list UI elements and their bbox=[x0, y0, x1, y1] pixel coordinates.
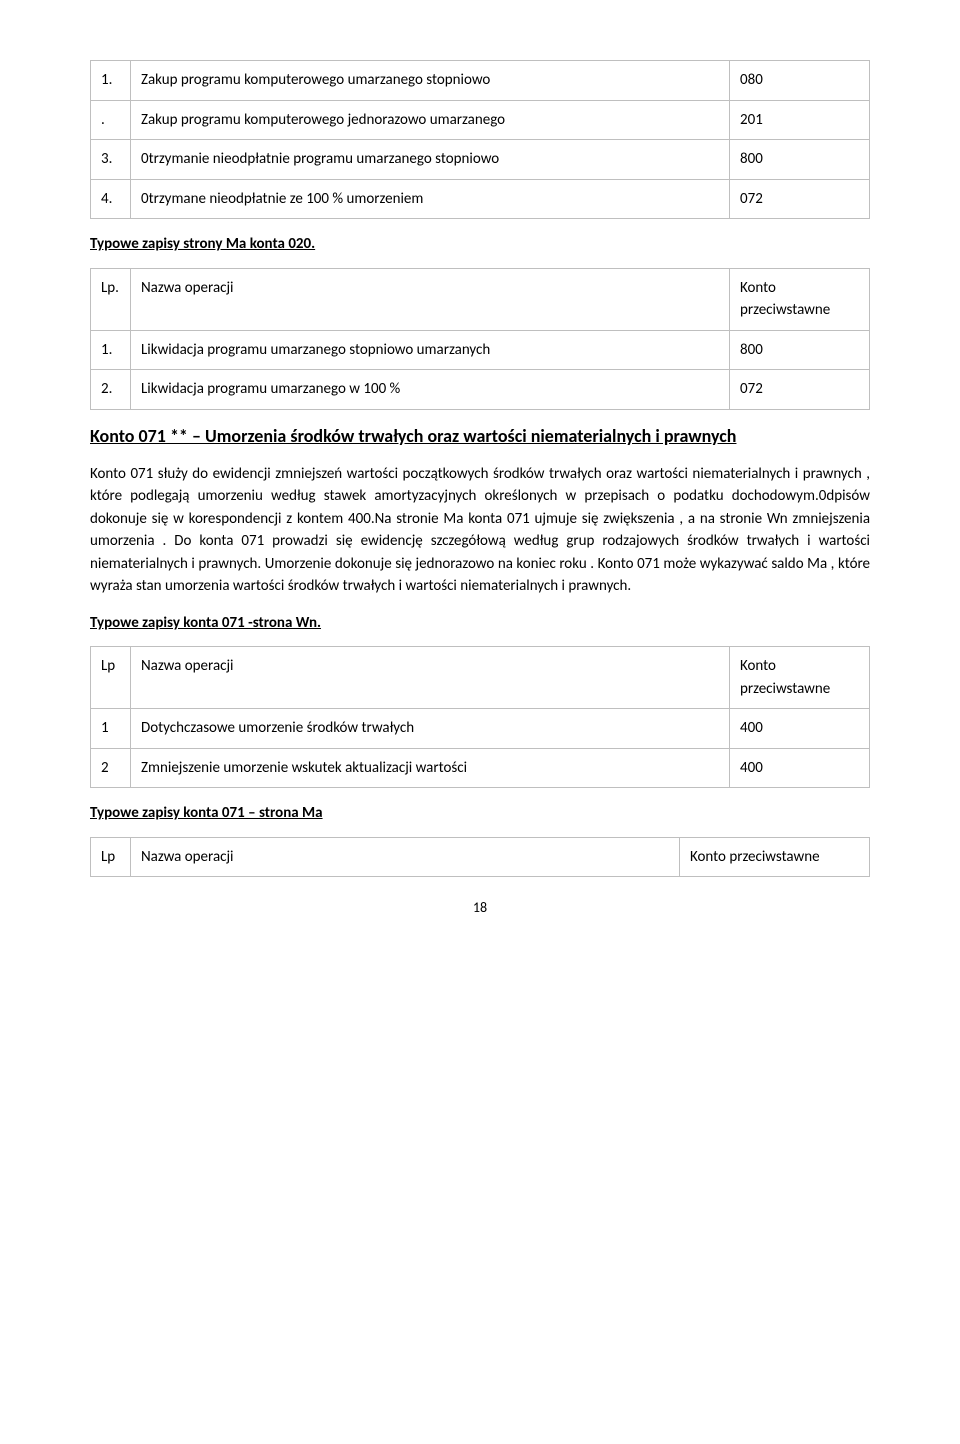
cell-lp: 1. bbox=[91, 330, 131, 370]
cell-lp: 2. bbox=[91, 370, 131, 410]
cell-lp: 1. bbox=[91, 61, 131, 101]
table-row: 2. Likwidacja programu umarzanego w 100 … bbox=[91, 370, 870, 410]
table-row: 3. 0trzymanie nieodpłatnie programu umar… bbox=[91, 140, 870, 180]
cell-val: 072 bbox=[730, 179, 870, 219]
cell-op: Zakup programu komputerowego jednorazowo… bbox=[131, 100, 730, 140]
table-row: 1. Likwidacja programu umarzanego stopni… bbox=[91, 330, 870, 370]
table-2: Lp. Nazwa operacji Konto przeciwstawne 1… bbox=[90, 268, 870, 410]
table-header-row: Lp Nazwa operacji Konto przeciwstawne bbox=[91, 647, 870, 709]
paragraph-konto-071: Konto 071 służy do ewidencji zmniejszeń … bbox=[90, 463, 870, 598]
cell-op: 0trzymanie nieodpłatnie programu umarzan… bbox=[131, 140, 730, 180]
cell-op: Zmniejszenie umorzenie wskutek aktualiza… bbox=[131, 748, 730, 788]
cell-lp: 4. bbox=[91, 179, 131, 219]
cell-op: Zakup programu komputerowego umarzanego … bbox=[131, 61, 730, 101]
header-val: Konto przeciwstawne bbox=[730, 268, 870, 330]
header-op: Nazwa operacji bbox=[131, 837, 680, 877]
cell-op: Dotychczasowe umorzenie środków trwałych bbox=[131, 709, 730, 749]
table-3: Lp Nazwa operacji Konto przeciwstawne 1 … bbox=[90, 646, 870, 788]
heading-ma-020: Typowe zapisy strony Ma konta 020. bbox=[90, 233, 870, 256]
cell-lp: 2 bbox=[91, 748, 131, 788]
table-row: 1 Dotychczasowe umorzenie środków trwały… bbox=[91, 709, 870, 749]
table-row: 4. 0trzymane nieodpłatnie ze 100 % umorz… bbox=[91, 179, 870, 219]
header-lp: Lp bbox=[91, 647, 131, 709]
cell-val: 080 bbox=[730, 61, 870, 101]
table-1: 1. Zakup programu komputerowego umarzane… bbox=[90, 60, 870, 219]
table-row: 1. Zakup programu komputerowego umarzane… bbox=[91, 61, 870, 101]
heading-071-wn: Typowe zapisy konta 071 -strona Wn. bbox=[90, 612, 870, 635]
page-number: 18 bbox=[90, 897, 870, 918]
cell-val: 800 bbox=[730, 330, 870, 370]
cell-op: Likwidacja programu umarzanego w 100 % bbox=[131, 370, 730, 410]
cell-val: 400 bbox=[730, 709, 870, 749]
header-op: Nazwa operacji bbox=[131, 647, 730, 709]
table-row: 2 Zmniejszenie umorzenie wskutek aktuali… bbox=[91, 748, 870, 788]
cell-op: 0trzymane nieodpłatnie ze 100 % umorzeni… bbox=[131, 179, 730, 219]
cell-lp: 3. bbox=[91, 140, 131, 180]
heading-071-ma: Typowe zapisy konta 071 – strona Ma bbox=[90, 802, 870, 825]
header-lp: Lp. bbox=[91, 268, 131, 330]
header-val: Konto przeciwstawne bbox=[680, 837, 870, 877]
table-row: . Zakup programu komputerowego jednorazo… bbox=[91, 100, 870, 140]
table-header-row: Lp. Nazwa operacji Konto przeciwstawne bbox=[91, 268, 870, 330]
cell-val: 800 bbox=[730, 140, 870, 180]
header-op: Nazwa operacji bbox=[131, 268, 730, 330]
cell-lp: . bbox=[91, 100, 131, 140]
header-val: Konto przeciwstawne bbox=[730, 647, 870, 709]
cell-val: 201 bbox=[730, 100, 870, 140]
table-4: Lp Nazwa operacji Konto przeciwstawne bbox=[90, 837, 870, 878]
heading-konto-071: Konto 071 ** – Umorzenia środków trwałyc… bbox=[90, 424, 870, 449]
cell-op: Likwidacja programu umarzanego stopniowo… bbox=[131, 330, 730, 370]
header-lp: Lp bbox=[91, 837, 131, 877]
table-header-row: Lp Nazwa operacji Konto przeciwstawne bbox=[91, 837, 870, 877]
cell-lp: 1 bbox=[91, 709, 131, 749]
cell-val: 400 bbox=[730, 748, 870, 788]
cell-val: 072 bbox=[730, 370, 870, 410]
